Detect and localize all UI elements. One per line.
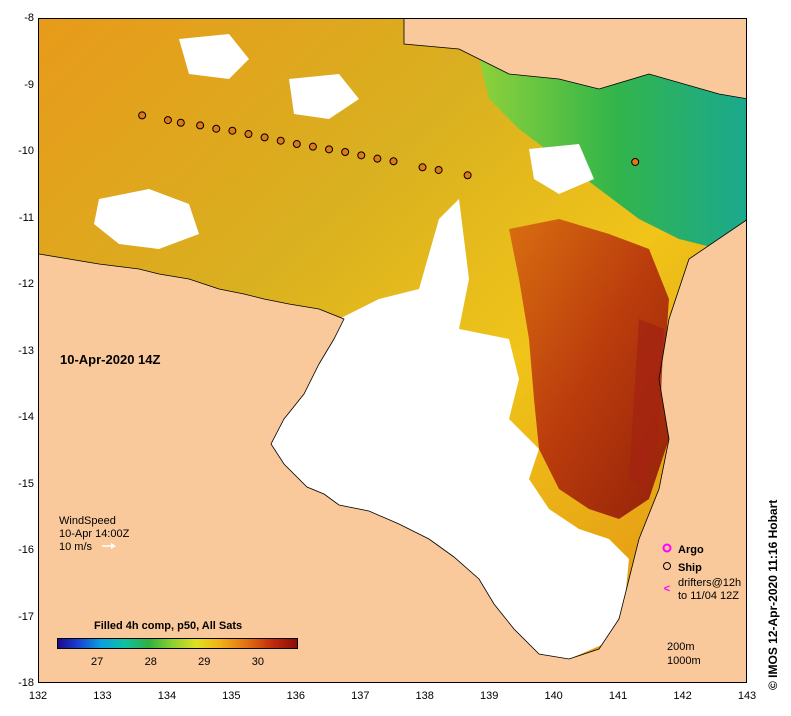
gulf-hot-region: [509, 219, 669, 519]
y-tick-label: -12: [18, 278, 34, 290]
ship-position-marker: [357, 151, 366, 160]
date-label: 10-Apr-2020 14Z: [60, 352, 161, 367]
y-tick-label: -18: [18, 677, 34, 689]
ship-position-marker: [292, 140, 301, 149]
ship-position-marker: [463, 171, 472, 180]
y-tick-label: -14: [18, 411, 34, 423]
ship-position-marker: [308, 142, 317, 151]
ship-track: [138, 111, 640, 180]
wind-scale-row: 10 m/s: [59, 541, 129, 554]
x-tick-label: 142: [673, 690, 692, 702]
depth-1000m: 1000m: [667, 655, 701, 667]
x-tick-label: 134: [157, 690, 177, 702]
argo-icon: [660, 543, 674, 557]
colorbar-label: 27: [91, 656, 104, 668]
y-tick-label: -17: [18, 610, 34, 623]
ship-position-marker: [418, 163, 427, 172]
depth-scale: 200m 1000m: [667, 640, 701, 668]
ship-position-marker: [389, 157, 398, 166]
depth-200m: 200m: [667, 641, 695, 653]
legend-drifters-line1: drifters@12h: [678, 577, 742, 589]
drifter-icon: <: [663, 583, 671, 595]
wind-arrow-icon: [102, 543, 117, 549]
ship-position-marker: [434, 165, 443, 174]
y-tick-label: -11: [18, 211, 34, 224]
ship-position-marker: [373, 154, 382, 163]
colorbar-label: 29: [198, 656, 211, 668]
ship-position-marker: [228, 126, 237, 135]
wind-legend: WindSpeed 10-Apr 14:00Z 10 m/s: [59, 515, 129, 554]
legend-ship: Ship: [660, 559, 741, 577]
coastline: [39, 219, 746, 660]
missing-data-north-1: [94, 189, 199, 249]
ship-icon: [660, 561, 674, 575]
legend-ship-label: Ship: [678, 561, 702, 574]
ship-position-marker: [341, 148, 350, 156]
ship-position-marker: [631, 157, 640, 166]
missing-data-gulf: [271, 199, 629, 659]
ship-position-marker: [260, 133, 269, 142]
ship-position-marker: [176, 118, 185, 127]
x-tick-label: 135: [222, 690, 241, 702]
colorbar-label: 30: [251, 656, 264, 668]
credit: © IMOS 12-Apr-2020 11:16 Hobart: [766, 499, 780, 690]
land-new-guinea: [404, 19, 746, 99]
wind-time: 10-Apr 14:00Z: [59, 528, 130, 540]
x-tick-label: 136: [286, 690, 305, 702]
x-tick-label: 138: [415, 690, 434, 702]
colorbar-label: 28: [144, 656, 157, 668]
y-tick-label: -16: [18, 544, 34, 556]
legend-argo: Argo: [660, 541, 741, 559]
ship-position-marker: [325, 145, 334, 154]
map-canvas: [39, 19, 746, 682]
coastline-png: [403, 19, 746, 100]
missing-data-north-2: [179, 34, 249, 79]
x-tick-label: 133: [93, 690, 112, 702]
ship-position-marker: [163, 116, 172, 125]
east-warm-green: [479, 59, 746, 249]
y-tick-label: -13: [18, 344, 34, 357]
x-tick-label: 140: [544, 690, 563, 702]
legend: Argo Ship < drifters@12h to 11/04 12Z: [660, 541, 741, 603]
x-tick-label: 132: [28, 690, 48, 702]
ship-position-marker: [196, 121, 205, 130]
x-tick-label: 137: [351, 690, 370, 702]
colorbar-title: Filled 4h comp, p50, All Sats: [94, 620, 243, 632]
wind-scale: 10 m/s: [59, 541, 93, 553]
legend-drifters: < drifters@12h to 11/04 12Z: [660, 577, 741, 603]
colorbar: [57, 638, 298, 649]
y-tick-label: -9: [24, 78, 34, 91]
y-tick-label: -8: [24, 12, 34, 24]
y-tick-label: -10: [18, 145, 34, 157]
y-tick-label: -15: [18, 477, 34, 490]
x-tick-label: 143: [737, 690, 757, 702]
x-tick-label: 139: [479, 690, 499, 702]
missing-data-north-3: [289, 74, 359, 119]
legend-drifters-line2: to 11/04 12Z: [678, 590, 739, 602]
ship-position-marker: [244, 130, 253, 139]
land-arnhem: [39, 220, 746, 682]
wind-title: WindSpeed: [59, 515, 116, 527]
ship-position-marker: [212, 124, 221, 133]
legend-argo-label: Argo: [678, 543, 704, 556]
sst-map: [38, 18, 747, 683]
ship-position-marker: [276, 136, 285, 145]
missing-data-north-4: [529, 144, 594, 194]
ship-position-marker: [138, 111, 147, 120]
x-tick-label: 141: [608, 690, 628, 702]
coastal-hot-strip: [629, 319, 664, 489]
